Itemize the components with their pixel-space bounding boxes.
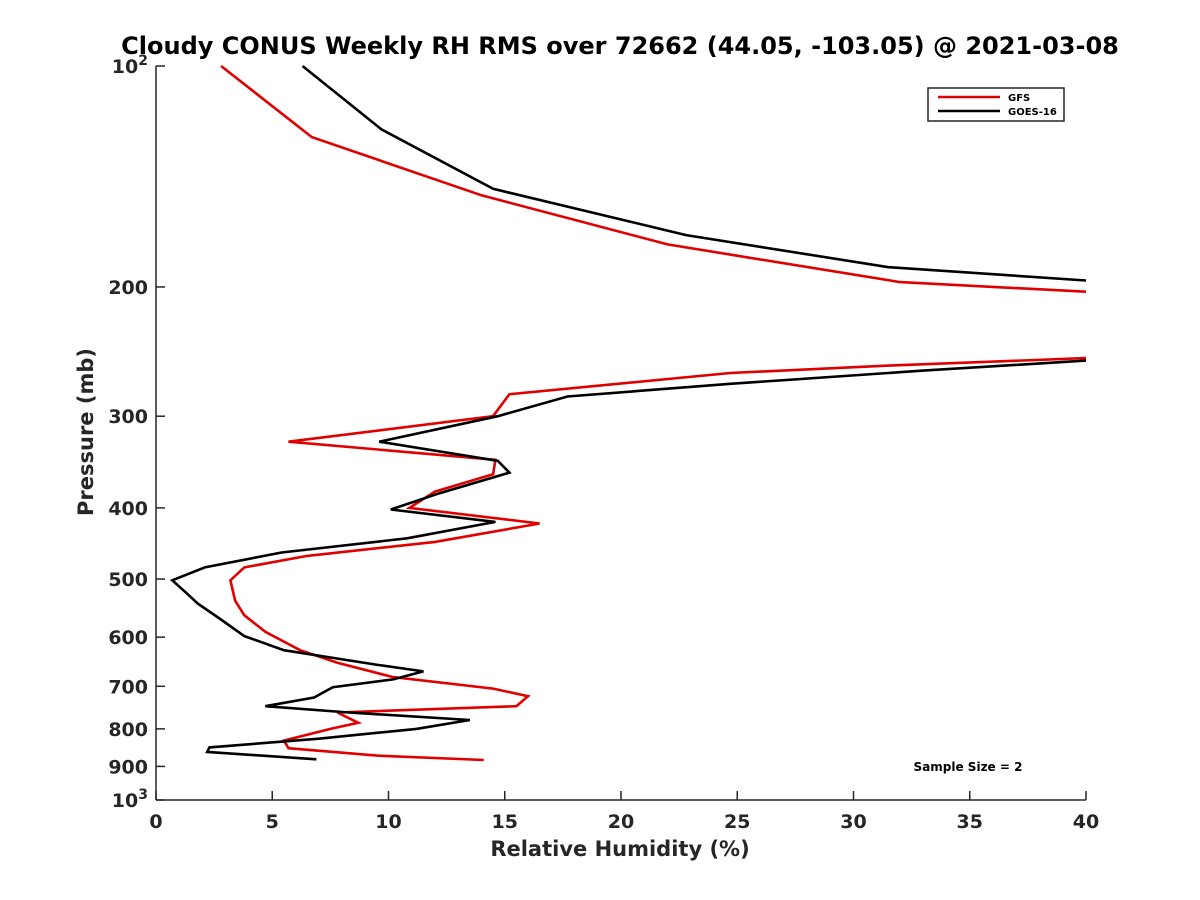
x-tick-label: 40 (1073, 811, 1099, 833)
x-axis-label: Relative Humidity (%) (490, 837, 749, 861)
y-tick-label: 300 (108, 406, 148, 428)
x-tick-label: 20 (608, 811, 634, 833)
x-tick-label: 0 (149, 811, 162, 833)
legend-box (927, 87, 1065, 122)
chart-title: Cloudy CONUS Weekly RH RMS over 72662 (4… (121, 32, 1119, 60)
series-line-goes-16 (169, 64, 1087, 761)
y-tick-label: 103 (112, 787, 148, 812)
y-tick-label: 800 (108, 719, 148, 741)
legend-entry: GOES-16 (1008, 107, 1057, 118)
y-tick-label: 700 (108, 676, 148, 698)
x-tick-label: 5 (266, 811, 279, 833)
x-tick-label: 10 (375, 811, 401, 833)
series-layer (169, 64, 1087, 762)
y-axis-ticks: 102 200 300 400 500 600 700 800 900 103 (108, 53, 165, 812)
legend: GFS GOES-16 (927, 87, 1065, 122)
y-tick-label: 400 (108, 498, 148, 520)
sample-size-annotation: Sample Size = 2 (914, 760, 1023, 774)
legend-entry: GFS (1008, 93, 1030, 104)
y-tick-label: 500 (108, 569, 148, 591)
y-axis-label: Pressure (mb) (74, 348, 98, 516)
x-tick-label: 30 (840, 811, 866, 833)
x-tick-label: 15 (492, 811, 518, 833)
x-tick-label: 25 (724, 811, 750, 833)
y-tick-label: 900 (108, 756, 148, 778)
series-line-gfs (220, 64, 1087, 762)
y-tick-label: 600 (108, 627, 148, 649)
y-tick-label: 102 (112, 53, 148, 78)
y-tick-label: 200 (108, 277, 148, 299)
x-axis-ticks: 0 5 10 15 20 25 30 35 40 (149, 791, 1099, 833)
x-tick-label: 35 (957, 811, 983, 833)
